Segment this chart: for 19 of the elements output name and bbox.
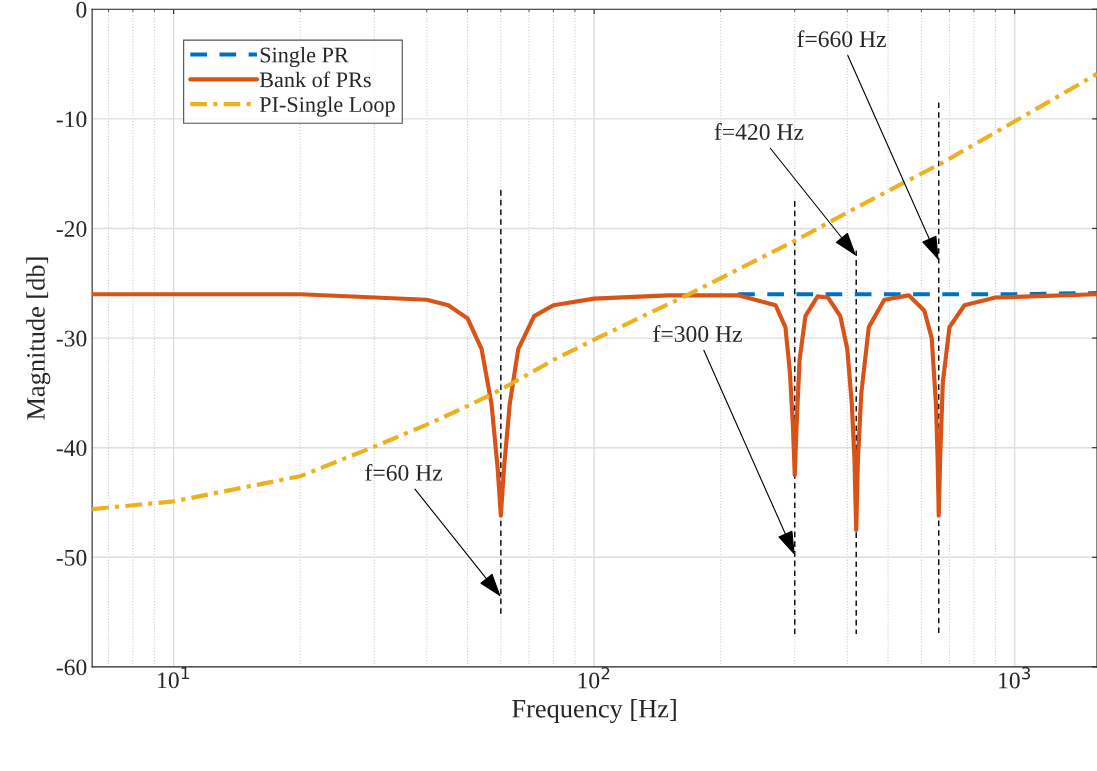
x-tick-label: 10$^{3}$ [999, 666, 1031, 689]
legend-label: Bank of PRs [259, 71, 371, 88]
y-tick-label: -50 [56, 549, 87, 566]
y-tick-label: -40 [56, 440, 87, 457]
legend-label: Single PR [260, 46, 349, 68]
annotation: f=660 Hz [797, 30, 886, 48]
annotation: f=300 Hz [653, 325, 742, 342]
annotation: f=60 Hz [365, 464, 443, 481]
y-tick-label: -20 [56, 220, 87, 237]
legend-label: PI-Single Loop [259, 96, 395, 117]
x-axis-title: Frequency [Hz] [512, 699, 676, 724]
y-tick-label: -60 [56, 659, 87, 676]
y-tick-label: 0 [76, 1, 87, 18]
y-axis-title: Magnitude [db] [26, 257, 51, 420]
y-tick-label: -30 [56, 330, 87, 347]
annotation: f=420 Hz [714, 123, 804, 140]
y-tick-label: -10 [56, 111, 87, 128]
x-tick-label: 10$^{2}$ [578, 666, 610, 689]
x-tick-label: 10$^{1}$ [158, 666, 189, 689]
